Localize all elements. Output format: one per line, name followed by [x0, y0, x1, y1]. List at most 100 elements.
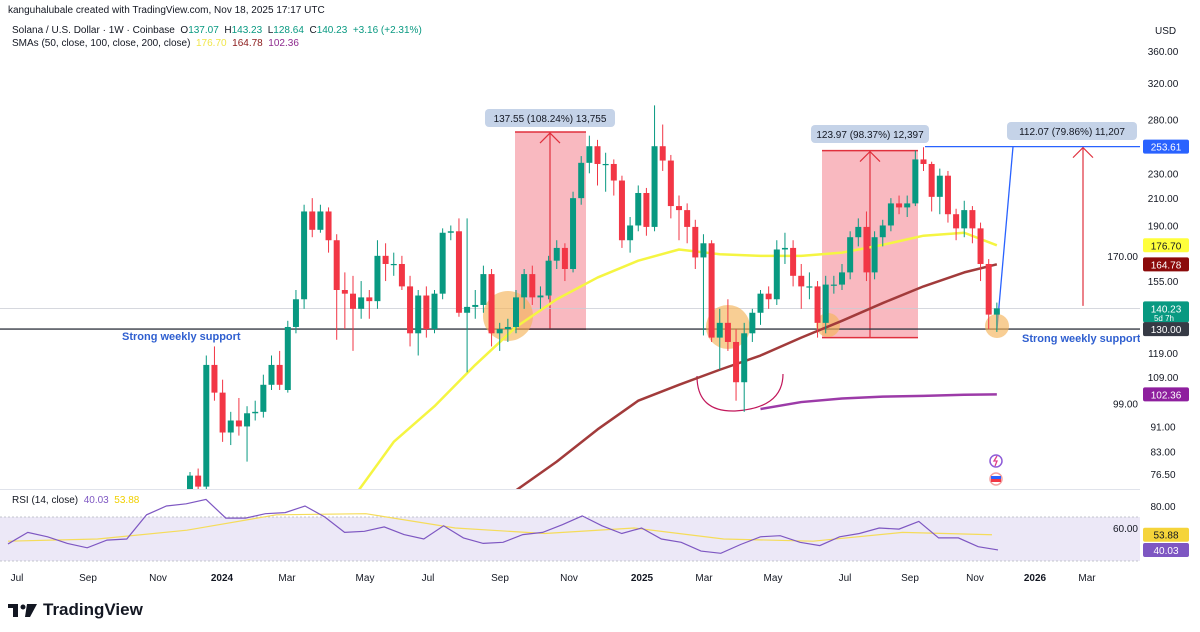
- candle[interactable]: [358, 281, 365, 319]
- candle[interactable]: [301, 204, 308, 309]
- candle[interactable]: [464, 218, 471, 373]
- candle[interactable]: [219, 379, 226, 442]
- candle[interactable]: [472, 290, 479, 319]
- candle[interactable]: [529, 265, 536, 305]
- candle[interactable]: [798, 263, 805, 309]
- candle[interactable]: [366, 290, 373, 319]
- candle[interactable]: [757, 290, 764, 325]
- candle[interactable]: [985, 259, 992, 330]
- candle[interactable]: [806, 272, 813, 300]
- candle[interactable]: [822, 275, 829, 334]
- candle[interactable]: [521, 268, 528, 309]
- price-badge[interactable]: 253.61: [1143, 139, 1189, 154]
- candle[interactable]: [765, 286, 772, 309]
- candle[interactable]: [561, 243, 568, 282]
- candle[interactable]: [724, 299, 731, 351]
- candle[interactable]: [374, 240, 381, 309]
- candle[interactable]: [928, 161, 935, 212]
- candle[interactable]: [733, 329, 740, 401]
- candle[interactable]: [227, 411, 234, 446]
- candle[interactable]: [350, 275, 356, 351]
- candle[interactable]: [235, 397, 242, 436]
- candle[interactable]: [537, 286, 544, 309]
- price-badge[interactable]: 176.70: [1143, 238, 1189, 253]
- price-badge[interactable]: 130.00: [1143, 322, 1189, 337]
- candle[interactable]: [252, 400, 259, 421]
- candle[interactable]: [814, 281, 821, 338]
- candle[interactable]: [659, 124, 666, 171]
- candle[interactable]: [553, 240, 560, 269]
- candle[interactable]: [871, 231, 878, 280]
- symbol-title[interactable]: Solana / U.S. Dollar · 1W · Coinbase: [12, 25, 175, 36]
- candle[interactable]: [912, 150, 919, 207]
- candle[interactable]: [284, 320, 291, 393]
- time-axis[interactable]: Jul Sep Nov 2024 Mar May Jul Sep Nov 2025 Mar May Ju…: [11, 573, 1097, 584]
- candle[interactable]: [610, 159, 617, 196]
- candle[interactable]: [993, 302, 1000, 332]
- candle[interactable]: [708, 240, 715, 342]
- candle[interactable]: [920, 147, 927, 171]
- rsi-pane[interactable]: 80.00 60.00 53.88 40.03: [0, 498, 1189, 562]
- candle[interactable]: [969, 206, 976, 244]
- candle[interactable]: [341, 272, 348, 330]
- tradingview-logo[interactable]: TradingView: [8, 600, 143, 620]
- candle[interactable]: [716, 308, 723, 370]
- candle[interactable]: [423, 286, 430, 338]
- price-axis[interactable]: 360.00 320.00 280.00 230.00 210.00 190.00 170.…: [1107, 47, 1189, 481]
- sma-legend[interactable]: SMAs (50, close, 100, close, 200, close)…: [12, 38, 299, 49]
- candle[interactable]: [496, 322, 503, 351]
- candle[interactable]: [455, 218, 462, 317]
- candle[interactable]: [195, 468, 202, 491]
- candle[interactable]: [977, 222, 984, 282]
- candle[interactable]: [847, 231, 854, 280]
- candle[interactable]: [276, 350, 283, 390]
- candle[interactable]: [855, 218, 862, 247]
- candle[interactable]: [961, 200, 968, 238]
- price-badge[interactable]: 164.78: [1143, 257, 1189, 272]
- candle[interactable]: [292, 290, 299, 334]
- candle[interactable]: [781, 232, 788, 264]
- candle[interactable]: [887, 198, 894, 232]
- candle[interactable]: [439, 228, 446, 300]
- candle[interactable]: [488, 268, 495, 347]
- candle[interactable]: [390, 252, 397, 276]
- candle[interactable]: [643, 187, 650, 236]
- candle[interactable]: [382, 243, 389, 282]
- candle[interactable]: [513, 290, 519, 334]
- rsi-legend[interactable]: RSI (14, close) 40.03 53.88: [12, 495, 139, 506]
- candle[interactable]: [244, 406, 251, 462]
- candle[interactable]: [896, 195, 903, 215]
- candle[interactable]: [317, 204, 324, 233]
- candle[interactable]: [325, 207, 332, 253]
- candle[interactable]: [211, 346, 218, 401]
- candle[interactable]: [415, 290, 422, 356]
- candle[interactable]: [790, 240, 797, 287]
- candle[interactable]: [309, 198, 316, 238]
- candle[interactable]: [684, 203, 691, 244]
- candle[interactable]: [953, 208, 960, 241]
- candle[interactable]: [260, 374, 267, 418]
- price-pane[interactable]: 137.55 (108.24%) 13,755 123.97 (98.37%) 1…: [0, 105, 1141, 498]
- candle[interactable]: [203, 355, 210, 491]
- candle[interactable]: [602, 152, 609, 192]
- candle[interactable]: [676, 195, 682, 241]
- price-badge[interactable]: 102.36: [1143, 387, 1189, 402]
- candle[interactable]: [936, 168, 943, 215]
- candle[interactable]: [635, 185, 642, 232]
- candle[interactable]: [187, 472, 193, 498]
- candle[interactable]: [667, 154, 674, 219]
- candle[interactable]: [578, 156, 585, 205]
- candle[interactable]: [333, 234, 340, 340]
- candle[interactable]: [741, 322, 748, 412]
- candle[interactable]: [268, 355, 275, 390]
- candle[interactable]: [431, 290, 438, 334]
- candle[interactable]: [944, 170, 951, 223]
- candle[interactable]: [594, 139, 601, 186]
- candle[interactable]: [692, 219, 699, 269]
- candle[interactable]: [627, 216, 634, 253]
- candle[interactable]: [504, 318, 511, 342]
- candle[interactable]: [863, 211, 870, 282]
- candle[interactable]: [618, 175, 625, 248]
- projection-line[interactable]: [996, 146, 1014, 330]
